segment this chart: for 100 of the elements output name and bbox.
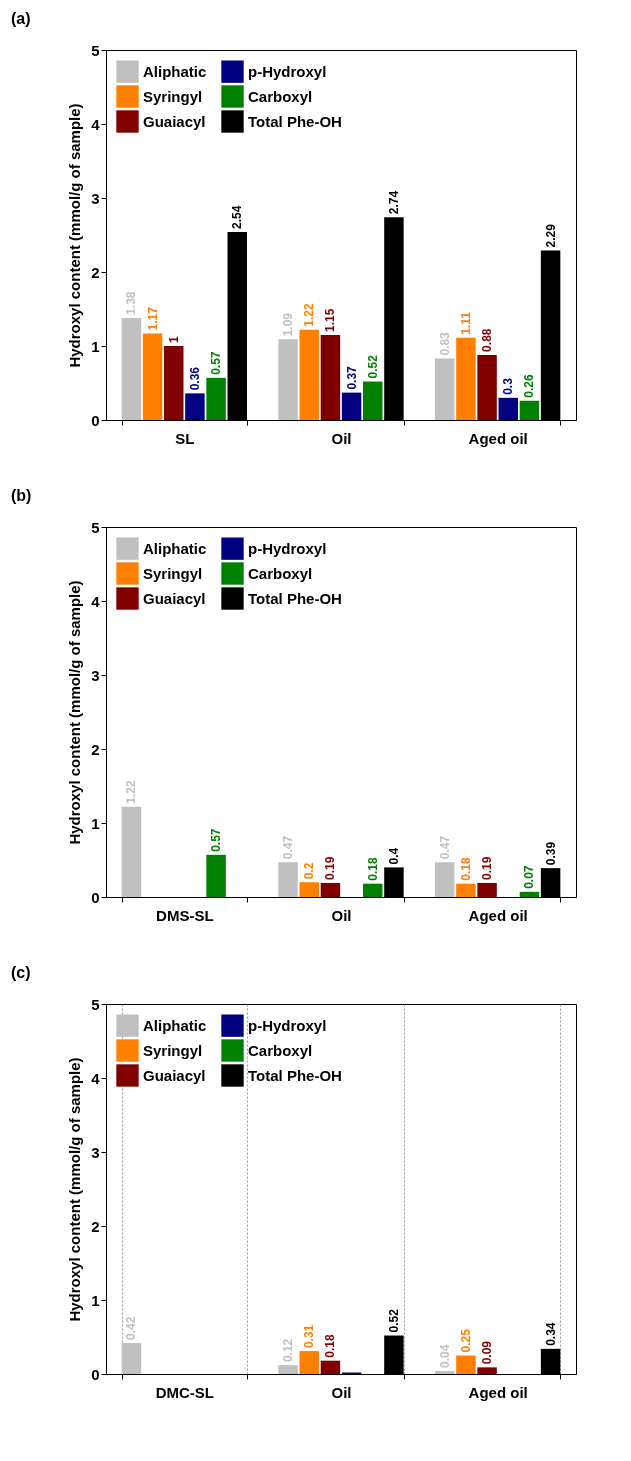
data-label: 0.34 — [543, 1322, 558, 1346]
bar — [320, 334, 341, 420]
y-tick-label: 2 — [91, 263, 100, 281]
data-label: 0.04 — [437, 1344, 452, 1369]
legend-label: Guaiacyl — [143, 1066, 206, 1084]
y-tick-label: 4 — [91, 592, 101, 610]
y-tick-label: 1 — [91, 1291, 100, 1309]
y-tick-label: 1 — [91, 337, 100, 355]
bar — [498, 397, 518, 420]
bar — [278, 339, 298, 420]
data-label: 0.47 — [437, 835, 452, 860]
legend-label: Syringyl — [143, 564, 203, 582]
data-label: 2.29 — [543, 223, 558, 248]
data-label: 0.52 — [365, 354, 380, 379]
legend-label: Total Phe-OH — [248, 112, 342, 130]
bar — [121, 806, 142, 897]
bar — [519, 400, 540, 420]
data-label: 0.18 — [323, 1334, 338, 1358]
y-tick-label: 2 — [91, 1217, 100, 1235]
chart-title: (b) — [11, 487, 32, 504]
data-label: 2.54 — [230, 205, 245, 230]
bar — [363, 883, 383, 897]
legend-label: p-Hydroxyl — [248, 539, 327, 557]
data-label: 0.36 — [187, 366, 202, 391]
legend-label: Guaiacyl — [143, 112, 206, 130]
data-label: 1.22 — [124, 780, 139, 804]
bar — [164, 346, 184, 420]
data-label: 0.47 — [281, 835, 296, 860]
x-tick-label: Oil — [331, 1383, 352, 1401]
bar — [278, 1365, 298, 1374]
data-label: 0.19 — [323, 856, 338, 880]
bar — [299, 882, 319, 897]
legend-label: Total Phe-OH — [248, 589, 342, 607]
legend-label: Guaiacyl — [143, 589, 206, 607]
data-label: 1.09 — [281, 312, 296, 337]
y-tick-label: 0 — [91, 411, 100, 429]
bar — [519, 891, 540, 897]
data-label: 1.15 — [323, 308, 338, 332]
data-label: 0.57 — [209, 828, 224, 852]
bar — [456, 337, 476, 420]
bar — [435, 358, 455, 420]
data-label: 0.88 — [480, 328, 495, 352]
data-label: 0.18 — [458, 857, 473, 881]
bar — [435, 1371, 455, 1374]
y-tick-label: 2 — [91, 740, 100, 758]
data-label: 1.11 — [458, 311, 473, 335]
data-label: 0.4 — [386, 847, 401, 865]
bar — [477, 882, 497, 897]
legend-label: Syringyl — [143, 1041, 203, 1059]
data-label: 0.83 — [437, 331, 452, 356]
chart-title: (a) — [11, 10, 31, 27]
bar — [121, 1342, 142, 1374]
bar — [363, 381, 383, 420]
y-axis-title: Hydroxyl content (mmol/g of sample) — [66, 1057, 84, 1322]
bar — [121, 317, 142, 420]
data-label: 0.37 — [344, 365, 359, 390]
y-tick-label: 5 — [91, 518, 100, 536]
bar — [206, 854, 226, 897]
legend-label: Carboxyl — [248, 87, 313, 105]
y-tick-label: 3 — [91, 666, 100, 684]
data-label: 0.26 — [522, 374, 537, 398]
legend-label: p-Hydroxyl — [248, 62, 327, 80]
y-tick-label: 5 — [91, 995, 100, 1013]
data-label: 0.09 — [480, 1340, 495, 1365]
bar — [320, 1360, 341, 1374]
bar — [477, 354, 497, 420]
data-label: 0.07 — [522, 865, 537, 889]
bar — [278, 862, 298, 897]
x-tick-label: Oil — [331, 429, 352, 447]
x-tick-label: Aged oil — [468, 1383, 528, 1401]
y-tick-label: 4 — [91, 1069, 101, 1087]
y-tick-label: 1 — [91, 814, 100, 832]
legend-label: Syringyl — [143, 87, 203, 105]
legend-label: Total Phe-OH — [248, 1066, 342, 1084]
bar — [206, 377, 226, 420]
data-label: 1.22 — [302, 303, 317, 327]
x-tick-label: DMC-SL — [155, 1383, 214, 1401]
y-tick-label: 0 — [91, 1365, 100, 1383]
data-label: 0.2 — [302, 862, 317, 880]
bar — [435, 862, 455, 897]
x-tick-label: Aged oil — [468, 906, 528, 924]
data-label: 0.31 — [302, 1324, 317, 1349]
data-label: 0.3 — [501, 377, 516, 395]
bar — [477, 1367, 497, 1374]
legend-label: Carboxyl — [248, 564, 313, 582]
chart-title: (c) — [11, 964, 31, 981]
y-tick-label: 4 — [91, 115, 101, 133]
legend-label: Aliphatic — [143, 539, 207, 557]
bar — [185, 393, 205, 420]
bar — [320, 882, 341, 897]
y-axis-title: Hydroxyl content (mmol/g of sample) — [66, 580, 84, 845]
x-tick-label: Aged oil — [468, 429, 528, 447]
data-label: 1.38 — [124, 291, 139, 315]
data-label: 0.39 — [543, 841, 558, 866]
bar — [142, 333, 163, 420]
x-tick-label: SL — [175, 429, 195, 447]
legend-label: Carboxyl — [248, 1041, 313, 1059]
bar — [299, 1351, 319, 1374]
data-label: 1 — [166, 336, 181, 343]
x-tick-label: DMS-SL — [156, 906, 214, 924]
